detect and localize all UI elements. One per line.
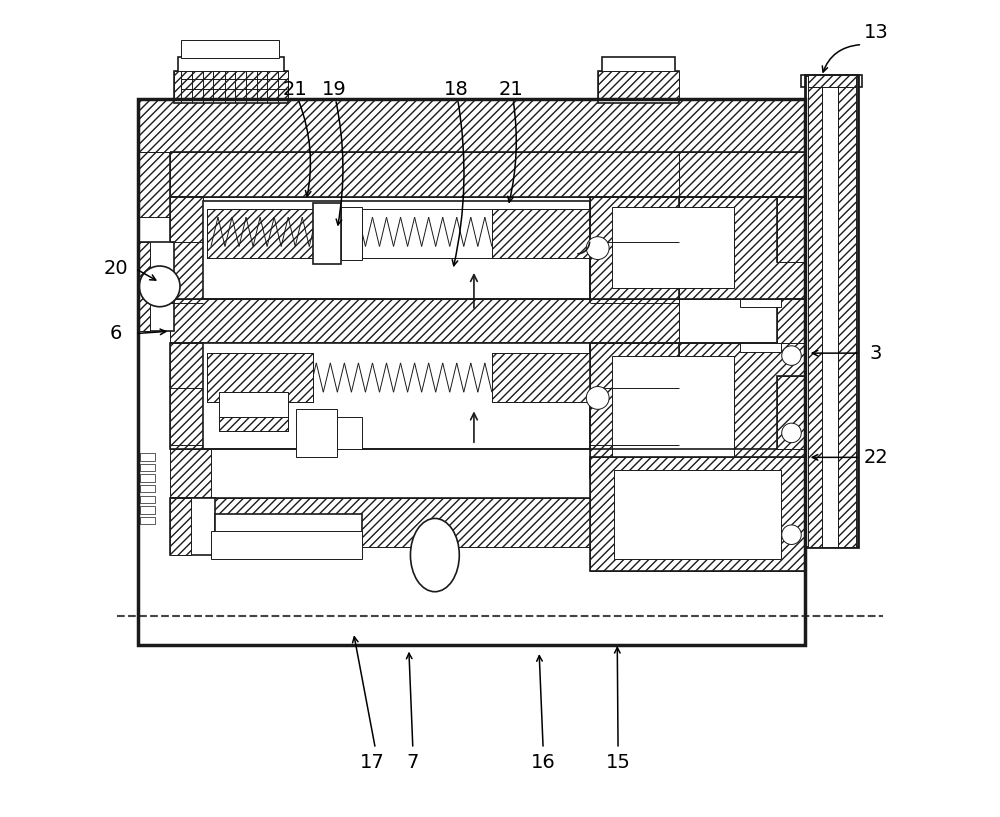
Bar [170,449,211,498]
Bar [598,70,679,103]
Bar [174,70,288,99]
Bar [207,209,313,258]
Bar [203,201,590,298]
Bar [740,298,781,306]
Bar [170,152,679,197]
Bar [170,197,203,302]
Bar [215,515,362,555]
Bar [590,197,683,298]
Bar [777,376,805,449]
Bar [777,298,805,343]
Bar [602,56,675,74]
Bar [207,353,313,402]
Bar [777,298,805,343]
Circle shape [586,386,609,409]
Bar [679,197,805,298]
Bar [679,152,805,217]
Circle shape [782,423,801,443]
Text: 18: 18 [444,80,468,99]
Text: 16: 16 [531,753,556,772]
Bar [203,343,590,449]
Bar [590,458,805,571]
Bar [178,56,284,74]
Bar [614,470,781,559]
Bar [590,343,683,478]
Bar [337,417,362,449]
Bar [170,343,203,449]
Bar [138,152,174,217]
Circle shape [139,266,180,306]
Bar [170,197,679,242]
Bar [590,343,683,478]
Circle shape [782,346,801,365]
Bar [219,417,288,431]
Bar [296,408,337,458]
Text: 6: 6 [109,324,122,343]
Bar [140,517,155,525]
Text: 19: 19 [322,80,346,99]
Bar [492,209,590,258]
Text: 15: 15 [606,753,630,772]
Bar [140,475,155,482]
Bar [777,197,805,262]
Circle shape [782,525,801,544]
Bar [822,87,838,547]
Text: 21: 21 [282,80,307,99]
Bar [492,209,590,258]
Bar [170,298,679,343]
Bar [138,99,805,645]
Text: 7: 7 [407,753,419,772]
Bar [170,498,215,555]
Bar [341,207,362,261]
Bar [219,392,288,417]
Bar [170,498,191,555]
Bar [207,209,313,258]
Bar [140,496,155,503]
Bar [740,343,781,351]
Bar [170,197,203,302]
Bar [140,453,155,461]
Bar [612,355,734,466]
Bar [808,74,856,87]
Bar [174,70,288,103]
Bar [612,208,734,288]
Text: 3: 3 [870,344,882,363]
Bar [801,74,862,87]
Bar [207,353,313,402]
Bar [679,343,805,478]
Text: 22: 22 [864,448,889,467]
Bar [805,74,858,547]
Bar [679,343,805,478]
Bar [138,242,150,331]
Bar [170,343,203,449]
Ellipse shape [410,519,459,592]
Bar [138,242,174,331]
Bar [808,87,822,547]
Bar [777,197,805,262]
Bar [170,498,679,547]
Circle shape [586,237,609,260]
Bar [313,203,341,264]
Text: 21: 21 [499,80,524,99]
Bar [590,458,805,571]
Bar [492,353,590,402]
Bar [211,530,362,559]
Bar [492,353,590,402]
Text: 13: 13 [864,23,889,42]
Bar [777,376,805,449]
Bar [219,417,288,431]
Bar [140,485,155,493]
Bar [598,70,679,99]
Bar [679,197,805,298]
Bar [679,152,805,197]
Bar [138,99,805,152]
Text: 17: 17 [360,753,385,772]
Text: 20: 20 [103,259,128,278]
Bar [181,41,279,58]
Bar [838,87,856,547]
Bar [590,197,683,298]
Bar [140,507,155,514]
Bar [140,464,155,471]
